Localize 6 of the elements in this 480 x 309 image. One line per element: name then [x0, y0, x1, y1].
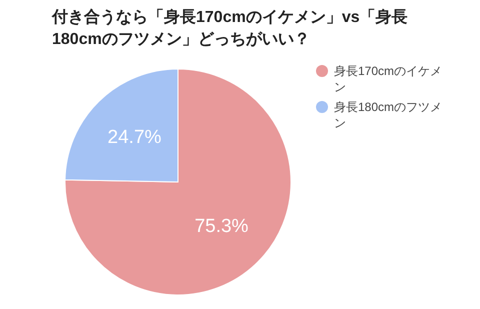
chart-title: 付き合うなら「身長170cmのイケメン」vs「身長180cmのフツメン」どっちがいい？	[52, 8, 409, 50]
data-label: 24.7%	[108, 127, 162, 148]
legend-label: 身長170cmのイケメン	[334, 63, 444, 95]
pie-slice	[64, 68, 292, 296]
legend-label: 身長180cmのフツメン	[334, 99, 444, 131]
data-label: 75.3%	[194, 216, 249, 237]
